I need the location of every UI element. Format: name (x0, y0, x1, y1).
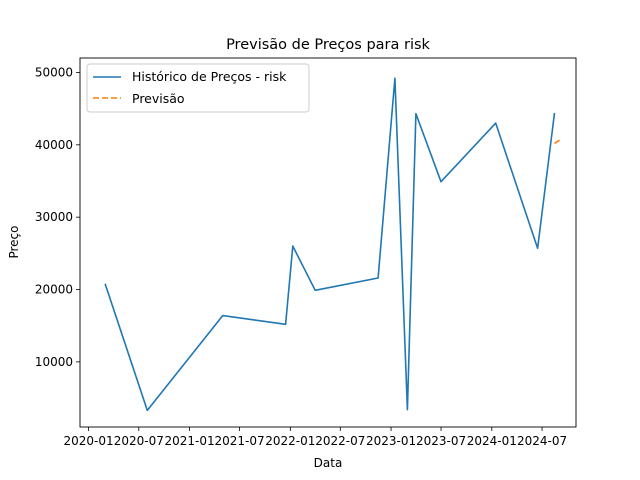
y-tick-label-3: 40000 (35, 138, 73, 152)
x-axis-label: Data (314, 456, 343, 470)
series-layer (104, 77, 563, 412)
legend-label-previsao: Previsão (132, 91, 185, 106)
y-tick-label-4: 50000 (35, 65, 73, 79)
x-tick-label-2: 2021-01 (165, 434, 215, 448)
x-tick-label-7: 2023-07 (416, 434, 466, 448)
y-tick-label-1: 20000 (35, 283, 73, 297)
x-tick-label-4: 2022-01 (265, 434, 315, 448)
series-line-0 (104, 77, 556, 412)
x-tick-label-5: 2022-07 (315, 434, 365, 448)
y-axis-label: Preço (7, 225, 21, 258)
x-tick-label-8: 2024-01 (467, 434, 517, 448)
x-tick-label-6: 2023-01 (366, 434, 416, 448)
x-tick-label-9: 2024-07 (517, 434, 567, 448)
y-tick-label-0: 10000 (35, 355, 73, 369)
series-line-1 (554, 138, 563, 145)
legend-box (86, 63, 310, 113)
x-tick-label-3: 2021-07 (214, 434, 264, 448)
x-axis: 2020-01 2020-07 2021-01 2021-07 2022-01 2022-… (63, 427, 567, 448)
x-tick-label-0: 2020-01 (63, 434, 113, 448)
chart-title: Previsão de Preços para risk (226, 37, 430, 53)
legend: Histórico de Preços - risk Previsão (86, 63, 310, 113)
plot-area (79, 57, 577, 428)
y-axis: 10000 20000 30000 40000 50000 (35, 65, 80, 369)
x-tick-label-1: 2020-07 (114, 434, 164, 448)
legend-label-historico: Histórico de Preços - risk (132, 69, 287, 84)
y-tick-label-2: 30000 (35, 210, 73, 224)
